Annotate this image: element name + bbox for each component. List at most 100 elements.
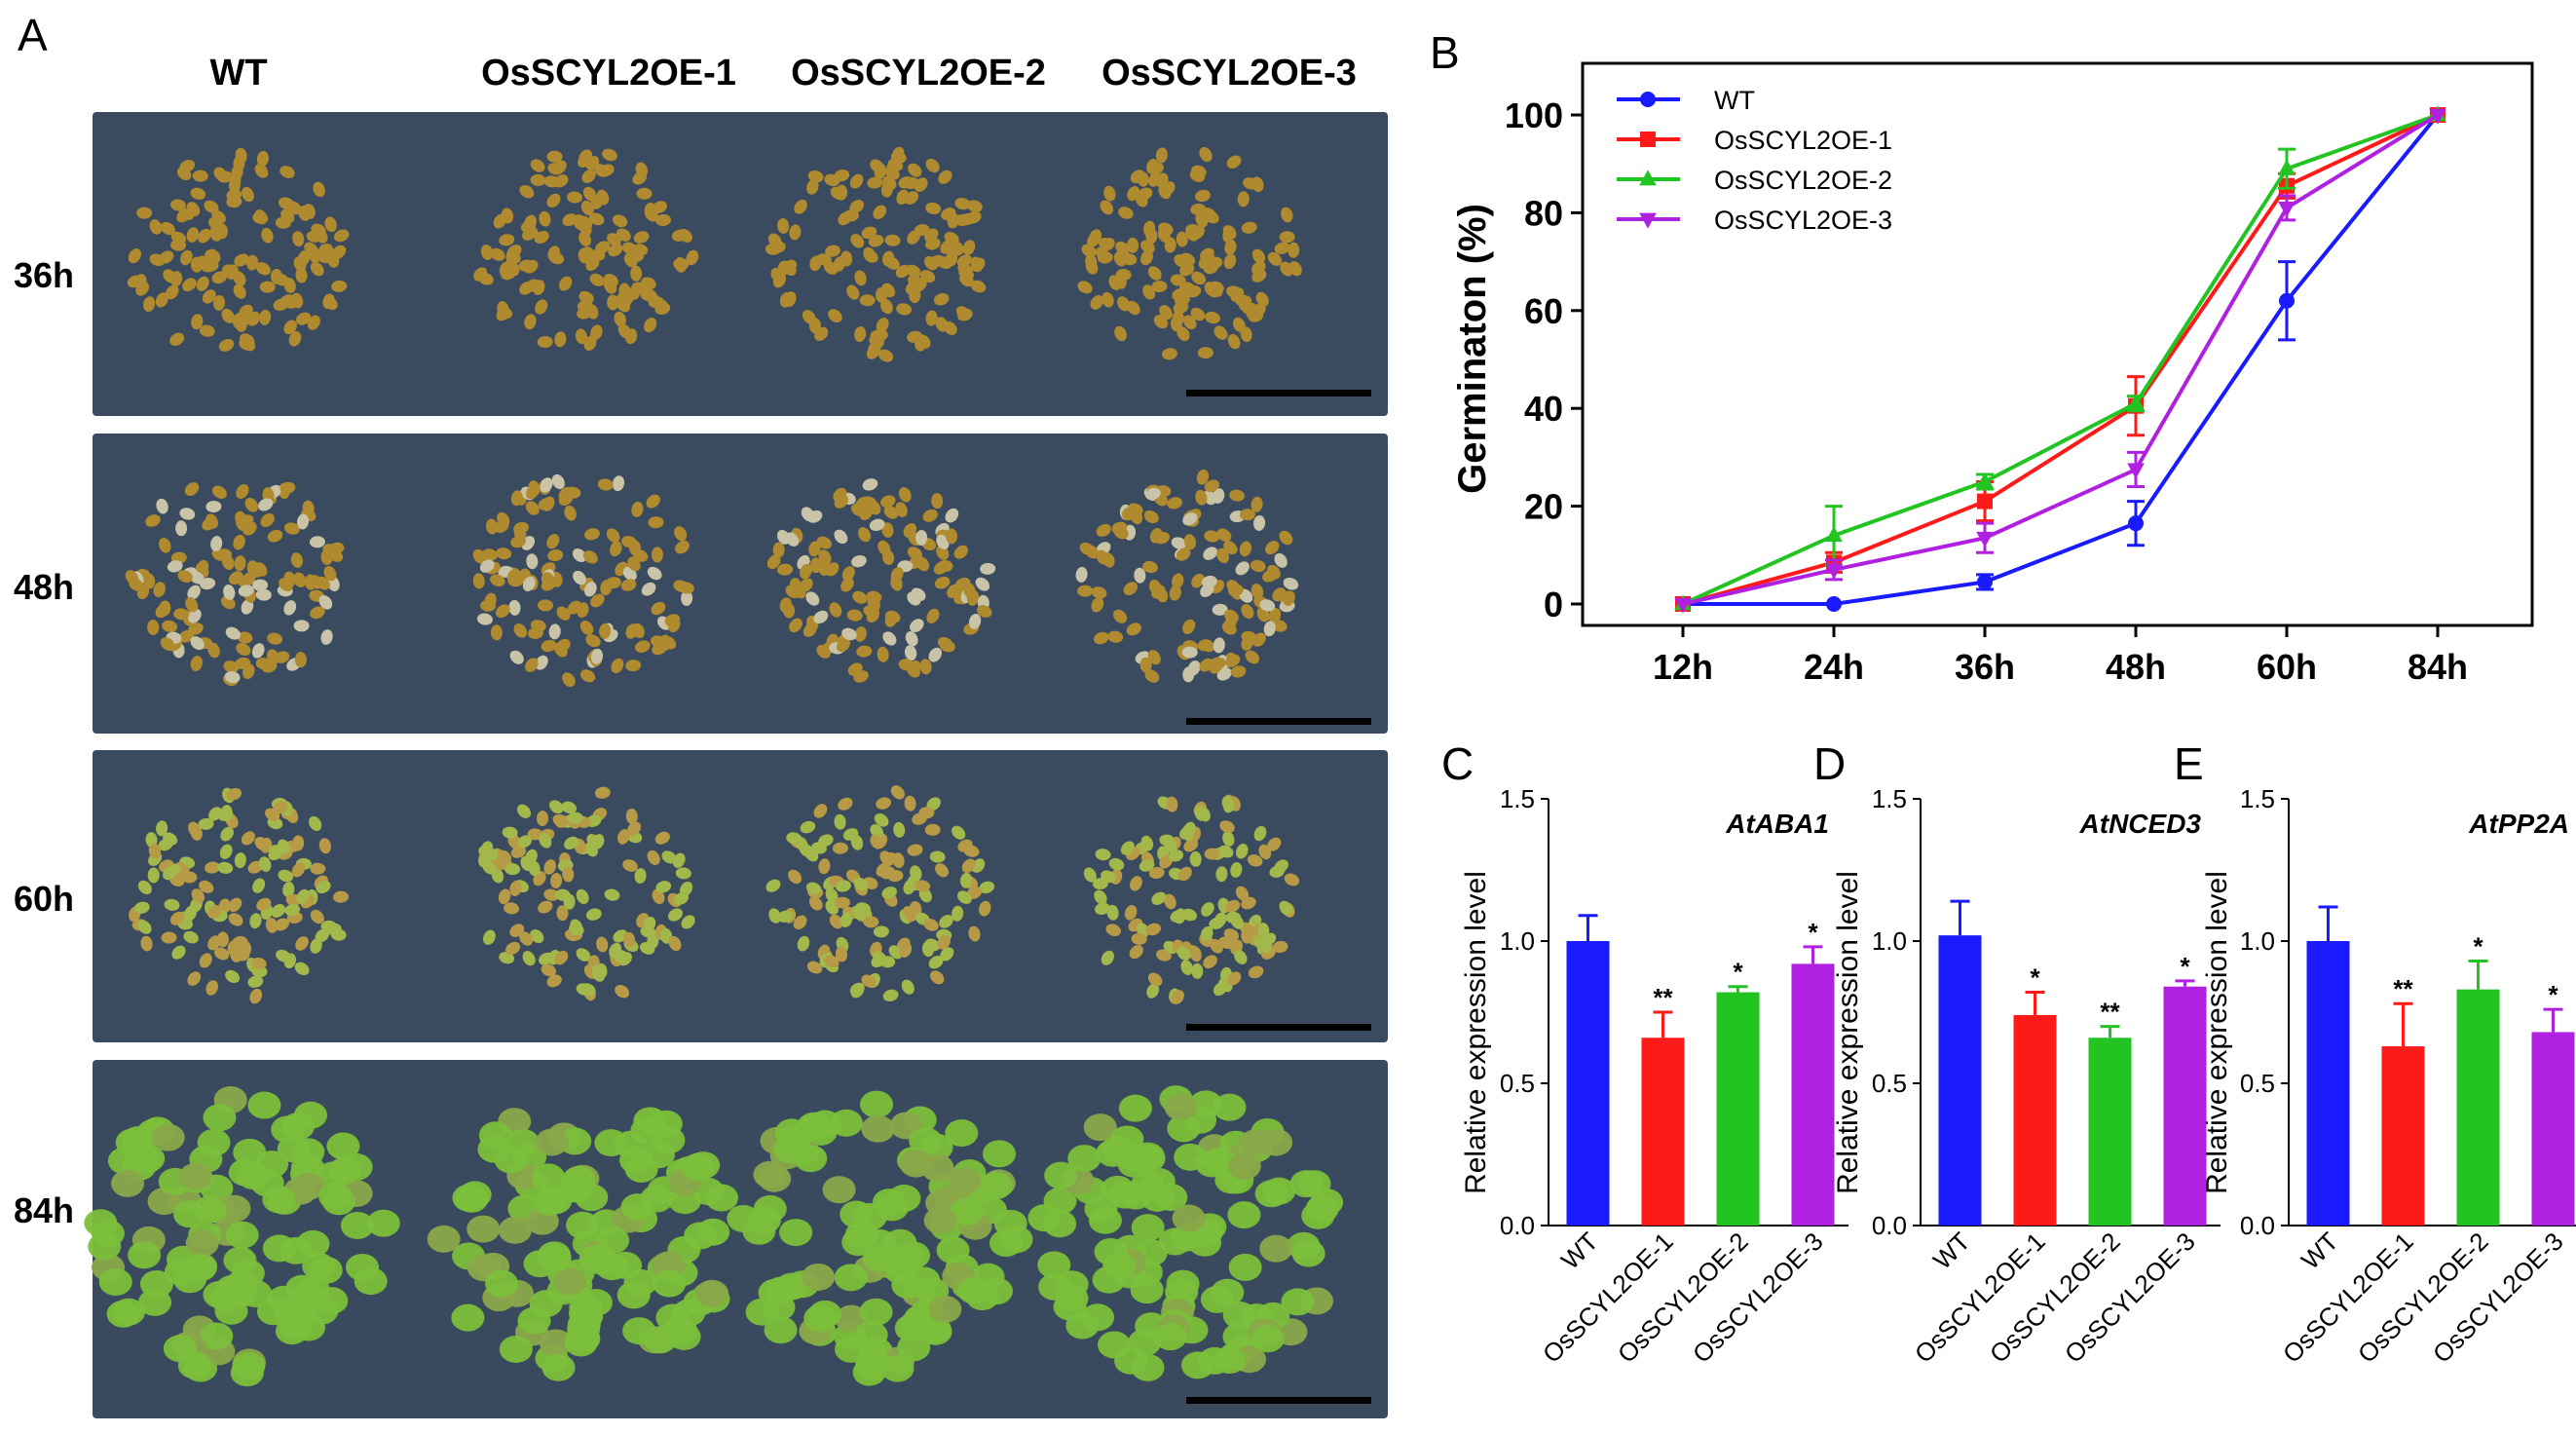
- chart-e: 0.0 0.5 1.0 1.5 AtPP2A WT ** OsSCYL2OE-1 * OsSCYL…: [2240, 784, 2576, 1369]
- chart-b-point: [2127, 463, 2145, 479]
- chart-e-bar: [2306, 941, 2350, 1226]
- photo-row-36h: [93, 112, 1388, 416]
- photo-row-48h: [93, 434, 1388, 734]
- chart-b-point: [2127, 394, 2145, 410]
- chart-d-bar: [2163, 986, 2207, 1226]
- chart-c: 0.0 0.5 1.0 1.5 AtABA1 WT ** OsSCYL2OE-1 * OsSCYL…: [1500, 784, 1848, 1369]
- chart-b-xtick-label: 12h: [1653, 647, 1713, 687]
- chart-d-xtick-label: WT: [1927, 1226, 1976, 1275]
- chart-e-xtick-label: WT: [2296, 1226, 2344, 1275]
- chart-b-ytick-label: 0: [1544, 585, 1563, 624]
- chart-b-point: [2128, 515, 2144, 532]
- seed-cluster-60h-1: [478, 786, 695, 1001]
- seed-cluster-84h-3: [1027, 1085, 1344, 1381]
- chart-d: 0.0 0.5 1.0 1.5 AtNCED3 WT * OsSCYL2OE-1 ** OsSCY…: [1872, 784, 2221, 1369]
- chart-b-ylabel: Germinaton (%): [1451, 204, 1494, 494]
- chart-b-point: [1825, 563, 1843, 580]
- seed-cluster-36h-3: [1077, 147, 1302, 360]
- chart-b-legend-label: OsSCYL2OE-1: [1714, 126, 1892, 155]
- chart-b-legend-label: OsSCYL2OE-3: [1714, 206, 1892, 235]
- col-header-oe2: OsSCYL2OE-2: [791, 53, 1046, 94]
- chart-c-title: AtABA1: [1725, 809, 1829, 839]
- seed-cluster-84h-0: [84, 1086, 400, 1387]
- scale-bar-84h: [1186, 1397, 1371, 1404]
- chart-b-line-3: [1682, 113, 2440, 606]
- panel-e-label: E: [2174, 738, 2204, 789]
- chart-b-point: [1674, 597, 1692, 614]
- chart-b-line-2: [1682, 113, 2439, 606]
- chart-c-bar: [1791, 963, 1835, 1226]
- chart-e-xtick-label: OsSCYL2OE-3: [2427, 1226, 2569, 1369]
- chart-b-ytick-label: 100: [1505, 95, 1563, 135]
- chart-c-bar: [1716, 992, 1760, 1226]
- chart-d-ytick-label: 0.0: [1872, 1211, 1907, 1240]
- chart-c-bar: [1566, 941, 1610, 1226]
- chart-b-legend-marker: [1640, 92, 1656, 107]
- panel-a-label: A: [18, 10, 48, 60]
- seed-cluster-60h-0: [129, 787, 350, 1004]
- photo-row-84h: [93, 1060, 1388, 1418]
- chart-c-ytick-label: 1.5: [1500, 784, 1535, 813]
- chart-c-significance: **: [1653, 983, 1673, 1012]
- panel-c-label: C: [1441, 738, 1474, 789]
- col-header-oe3: OsSCYL2OE-3: [1101, 53, 1357, 94]
- chart-b-series-2: [1674, 105, 2446, 611]
- chart-b-point: [1977, 574, 1993, 590]
- chart-d-significance: *: [2030, 963, 2040, 993]
- chart-b-legend-marker: [1639, 212, 1657, 229]
- chart-e-significance: *: [2473, 931, 2483, 961]
- chart-b-xtick-label: 36h: [1955, 647, 2015, 687]
- chart-b-line-0: [1683, 113, 2440, 606]
- chart-b-xtick-label: 24h: [1804, 647, 1864, 687]
- chart-b-ytick-label: 60: [1524, 291, 1563, 331]
- chart-d-ytick-label: 1.5: [1872, 784, 1907, 813]
- chart-e-significance: *: [2548, 980, 2558, 1009]
- panel-b-label: B: [1430, 27, 1460, 78]
- chart-e-ytick-label: 0.0: [2240, 1211, 2275, 1240]
- chart-e-xtick-label: OsSCYL2OE-2: [2352, 1226, 2494, 1369]
- chart-b-point: [1825, 526, 1843, 543]
- chart-b-point: [2429, 108, 2446, 125]
- chart-b-legend-label: OsSCYL2OE-2: [1714, 166, 1892, 195]
- chart-b-xtick-label: 48h: [2106, 647, 2166, 687]
- seed-cluster-48h-0: [125, 481, 345, 687]
- chart-b-xtick-label: 84h: [2408, 647, 2468, 687]
- chart-b-xtick-label: 60h: [2257, 647, 2317, 687]
- chart-c-ytick-label: 1.0: [1500, 926, 1535, 956]
- seed-cluster-36h-1: [473, 148, 699, 351]
- chart-c-ylabel: Relative expression level: [1460, 871, 1492, 1194]
- col-header-wt: WT: [209, 53, 267, 94]
- chart-b-point: [1976, 531, 1994, 547]
- chart-b-legend-label: WT: [1714, 86, 1755, 115]
- seed-cluster-48h-3: [1075, 469, 1299, 683]
- chart-d-bar: [2013, 1014, 2057, 1226]
- scale-bar-60h: [1186, 1024, 1371, 1031]
- seed-cluster-48h-1: [472, 473, 694, 688]
- chart-b-line-1: [1682, 113, 2439, 606]
- chart-d-ytick-label: 1.0: [1872, 926, 1907, 956]
- chart-b-point: [1976, 472, 1994, 488]
- chart-b-ytick-label: 80: [1524, 193, 1563, 233]
- chart-e-significance: **: [2393, 974, 2413, 1003]
- seed-cluster-60h-2: [765, 785, 995, 1002]
- chart-e-ytick-label: 1.5: [2240, 784, 2275, 813]
- row-label-36h: 36h: [14, 255, 74, 295]
- photo-column-headers: WT OsSCYL2OE-1 OsSCYL2OE-2 OsSCYL2OE-3: [209, 53, 1356, 94]
- chart-d-xtick-label: OsSCYL2OE-3: [2059, 1226, 2201, 1369]
- chart-c-xtick-label: OsSCYL2OE-2: [1612, 1226, 1754, 1369]
- seed-cluster-84h-2: [727, 1090, 1033, 1386]
- chart-e-ytick-label: 1.0: [2240, 926, 2275, 956]
- chart-b-point: [1977, 493, 1993, 509]
- chart-b-legend-marker: [1639, 170, 1657, 186]
- chart-e-bar: [2456, 989, 2500, 1226]
- chart-d-ylabel: Relative expression level: [1832, 871, 1864, 1194]
- chart-c-significance: *: [1733, 958, 1743, 987]
- chart-d-ytick-label: 0.5: [1872, 1069, 1907, 1098]
- chart-c-bar: [1641, 1038, 1685, 1226]
- photo-row-60h: [93, 750, 1388, 1042]
- chart-b-point: [1826, 596, 1842, 612]
- chart-b-point: [2279, 292, 2295, 309]
- chart-c-ytick-label: 0.0: [1500, 1211, 1535, 1240]
- seed-cluster-48h-2: [766, 478, 996, 683]
